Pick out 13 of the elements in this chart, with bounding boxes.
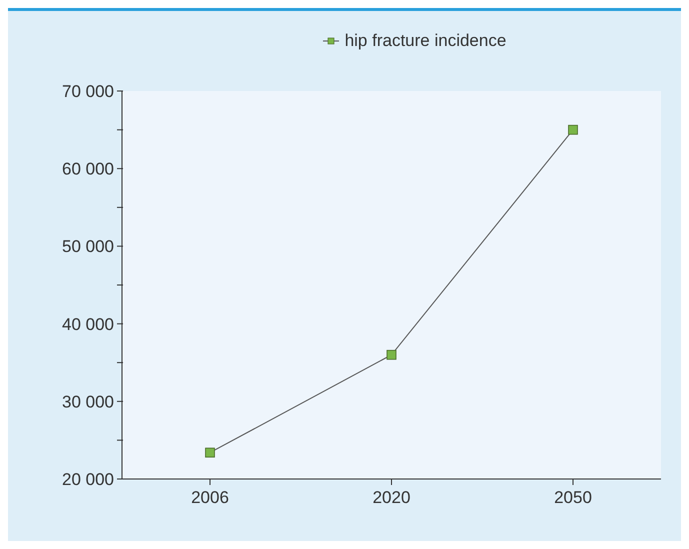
y-tick-label: 60 000 — [62, 160, 114, 179]
point — [205, 448, 215, 458]
x-tick-label: 2006 — [191, 488, 229, 508]
x-tick-label: 2050 — [554, 488, 592, 508]
point — [386, 350, 396, 360]
legend-label: hip fracture incidence — [344, 31, 506, 51]
y-tick-label: 40 000 — [62, 314, 114, 334]
y-tick-label: 30 000 — [62, 392, 114, 412]
y-tick-label: 20 000 — [62, 470, 114, 489]
y-tick-label: 70 000 — [62, 82, 114, 101]
point — [568, 124, 578, 135]
x-tick-label: 2020 — [372, 488, 410, 508]
y-tick-label: 50 000 — [62, 237, 114, 256]
